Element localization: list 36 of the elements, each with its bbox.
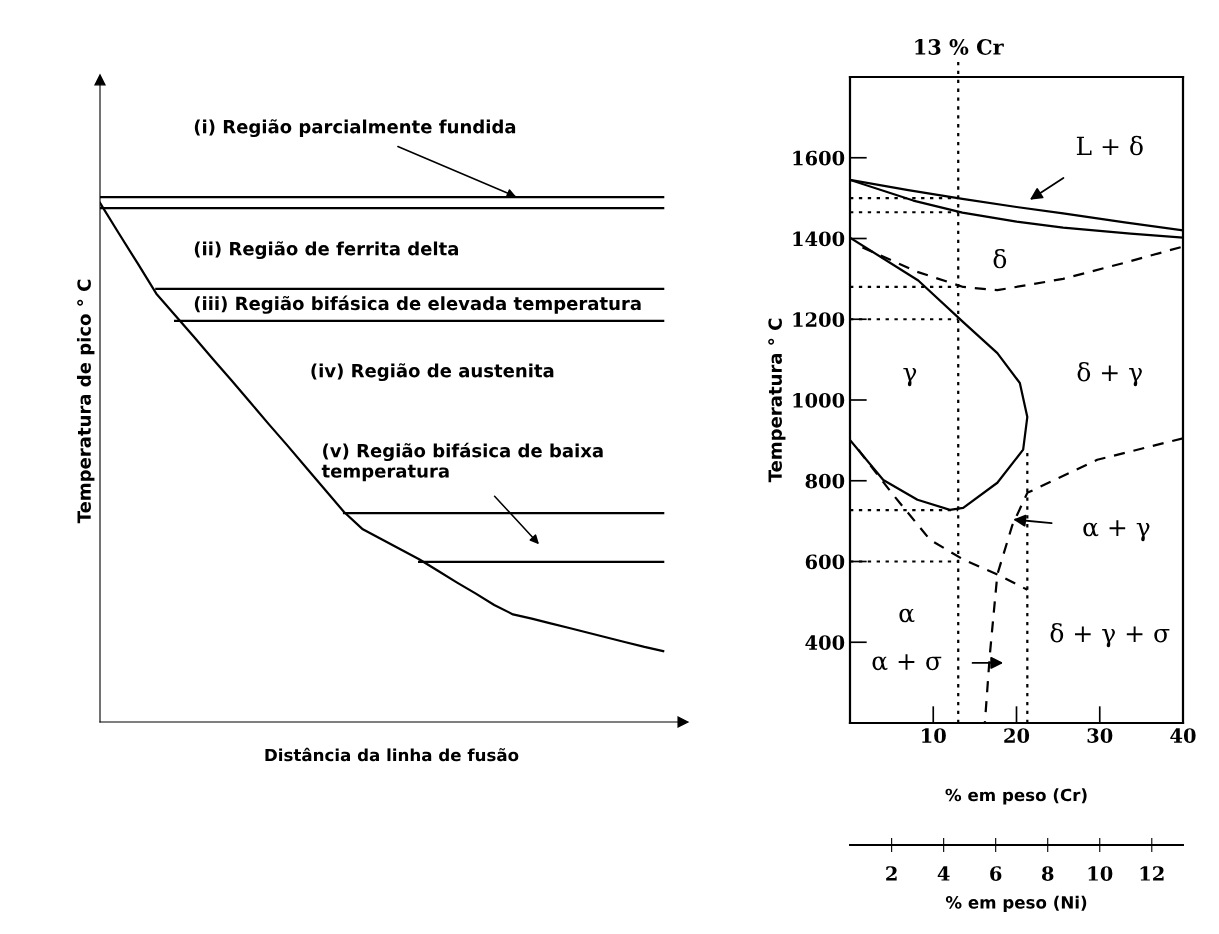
annotation: δ + γ + σ (1050, 622, 1170, 648)
x2-tick-label: 8 (1041, 866, 1054, 881)
x-axis-title: Distância da linha de fusão (265, 747, 519, 762)
y-tick-label: 800 (805, 473, 845, 489)
annotation: α (899, 608, 915, 623)
x-tick-label: 20 (1004, 728, 1030, 743)
x2-tick-label: 4 (937, 866, 950, 881)
x2-tick-label: 10 (1088, 866, 1113, 881)
annotation: L + δ (1076, 135, 1143, 156)
annotation: α + σ (872, 654, 942, 671)
y-axis-title: Temperatura ° C (768, 318, 786, 483)
x-tick-label: 40 (1170, 728, 1196, 743)
annotation: δ (993, 248, 1007, 269)
annotation: α + γ (1083, 520, 1150, 542)
annotation: (iv) Região de austenita (311, 363, 554, 382)
y-tick-label: 1600 (793, 150, 845, 166)
x2-tick-label: 2 (886, 866, 897, 881)
annotation: γ (903, 368, 917, 387)
x2-axis-title: % em peso (Ni) (945, 895, 1087, 912)
x-tick-label: 30 (1087, 728, 1113, 743)
annotation: (v) Região bifásica de baixa temperatura (321, 442, 603, 482)
annotation: (iii) Região bifásica de elevada temperatura (194, 295, 641, 314)
x2-tick-label: 6 (990, 866, 1002, 881)
y-tick-label: 1000 (793, 392, 845, 408)
x2-tick-label: 12 (1140, 866, 1164, 881)
text: (i) Região parcialmente fundida (194, 119, 516, 138)
ref-line-label: 13 % Cr (915, 39, 1004, 55)
x-axis-title: % em peso (Cr) (945, 788, 1087, 805)
y-axis-title: Temperatura de pico ° C (76, 279, 95, 524)
annotation: δ + γ (1077, 361, 1142, 387)
x-tick-label: 10 (922, 728, 946, 743)
y-tick-label: 1400 (793, 231, 845, 247)
y-tick-label: 400 (805, 635, 845, 650)
annotation: (ii) Região de ferrita delta (194, 241, 458, 260)
y-tick-label: 600 (805, 554, 845, 570)
y-tick-label: 1200 (793, 312, 845, 327)
